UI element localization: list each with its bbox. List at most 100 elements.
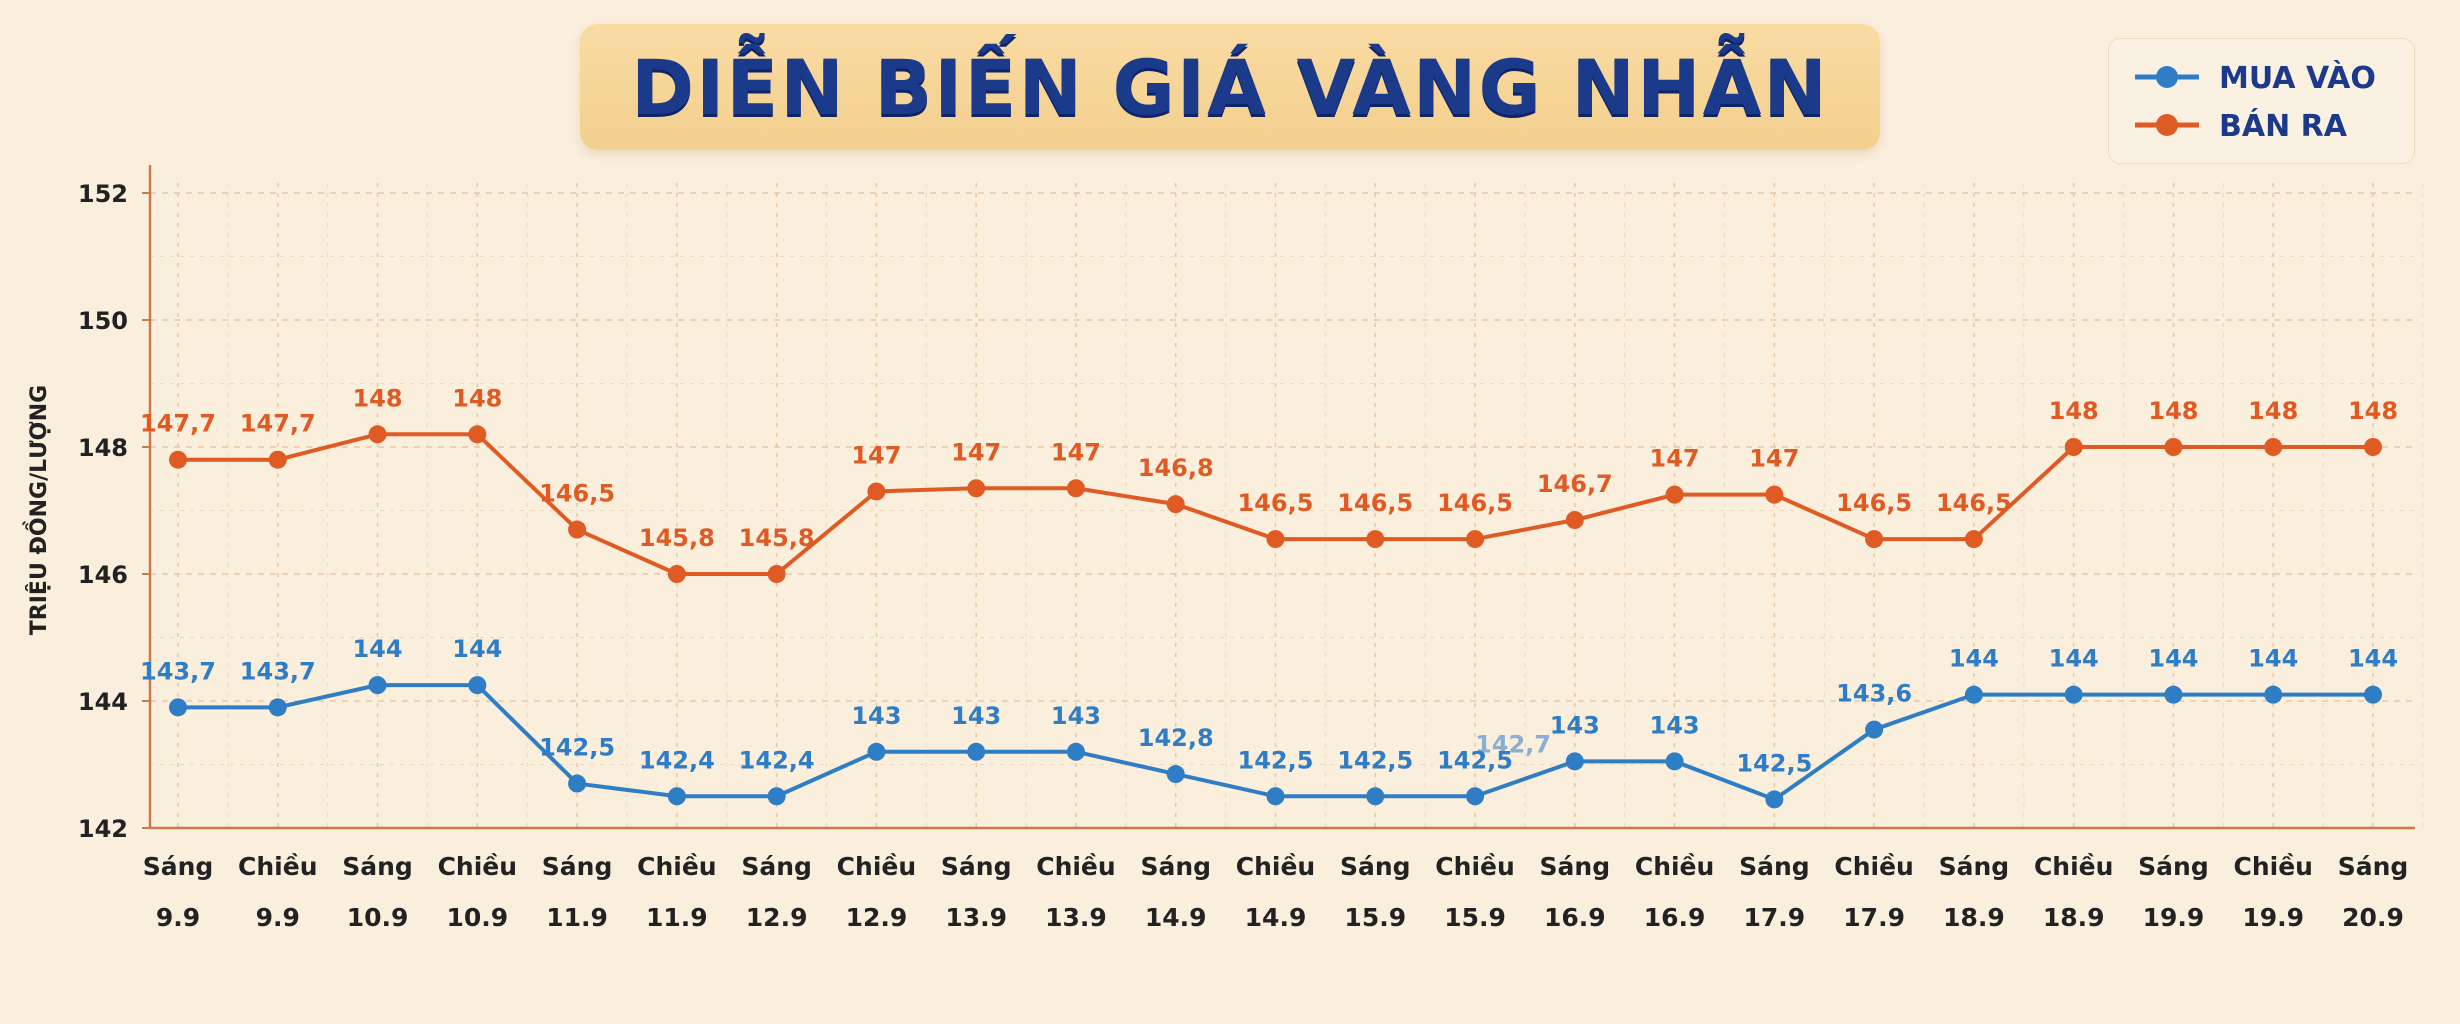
x-tick-label-date: 15.9 <box>1344 903 1406 932</box>
chart-title-banner: DIỄN BIẾN GIÁ VÀNG NHẪN <box>580 24 1880 150</box>
x-tick-label-date: 18.9 <box>1943 903 2005 932</box>
x-tick-label-date: 9.9 <box>156 903 200 932</box>
x-tick-label: Sáng <box>143 852 214 881</box>
y-tick-label: 142 <box>78 815 128 843</box>
x-tick-label: Chiều <box>1036 852 1115 881</box>
data-point-sell <box>1565 511 1584 530</box>
y-tick-label: 150 <box>78 307 128 335</box>
x-tick-label-date: 9.9 <box>256 903 300 932</box>
x-tick-label-date: 10.9 <box>446 903 508 932</box>
data-label-sell: 147 <box>1749 445 1799 473</box>
legend-label-buy: MUA VÀO <box>2219 61 2376 96</box>
data-point-sell <box>2264 438 2283 456</box>
data-point-buy <box>1466 787 1485 806</box>
data-label-buy: 144 <box>1949 645 1999 673</box>
data-point-buy <box>767 787 786 806</box>
data-point-sell <box>1765 485 1784 504</box>
x-tick-label: Chiều <box>438 852 517 881</box>
series-line-buy <box>178 683 2373 802</box>
chart-title: DIỄN BIẾN GIÁ VÀNG NHẪN <box>630 42 1830 132</box>
data-point-buy <box>568 774 587 793</box>
data-label-sell: 146,8 <box>1138 454 1214 482</box>
data-label-buy: 142,4 <box>639 746 715 774</box>
data-point-buy <box>1865 720 1884 739</box>
data-label-sell: 147 <box>1650 445 1700 473</box>
data-label-buy: 143,7 <box>240 657 316 685</box>
data-point-buy <box>169 698 187 717</box>
data-label-sell: 146,5 <box>1437 489 1513 517</box>
data-label-buy: 142,5 <box>539 734 615 762</box>
data-label-buy: 143,6 <box>1836 680 1912 708</box>
data-point-sell <box>568 520 587 539</box>
x-tick-label: Sáng <box>1140 852 1211 881</box>
data-label-sell: 145,8 <box>739 524 815 552</box>
data-point-buy <box>967 742 986 761</box>
data-point-buy <box>1565 752 1584 771</box>
x-tick-label: Chiều <box>2233 852 2312 881</box>
y-tick-label: 146 <box>78 561 128 589</box>
x-tick-label: Sáng <box>741 852 812 881</box>
legend-label-sell: BÁN RA <box>2219 109 2347 144</box>
data-label-buy: 142,5 <box>1238 746 1314 774</box>
data-label-buy: 144 <box>2148 645 2198 673</box>
x-tick-label-date: 12.9 <box>846 903 908 932</box>
x-tick-label: Sáng <box>1340 852 1411 881</box>
data-label-buy: 143 <box>951 702 1001 730</box>
data-label-sell: 147 <box>1051 438 1101 466</box>
data-point-buy <box>1964 685 1983 704</box>
data-point-buy <box>1665 752 1684 771</box>
data-point-sell <box>468 425 487 444</box>
data-point-sell <box>1964 530 1983 549</box>
data-point-sell <box>368 425 387 444</box>
x-tick-label-date: 18.9 <box>2043 903 2105 932</box>
data-label-buy: 143 <box>851 702 901 730</box>
data-label-sell: 148 <box>2049 397 2099 425</box>
data-point-buy <box>2364 685 2382 704</box>
data-label-buy: 143 <box>1051 702 1101 730</box>
data-point-buy <box>2164 685 2183 704</box>
data-point-sell <box>1466 530 1485 549</box>
data-label-buy: 143,7 <box>140 657 216 685</box>
x-tick-label: Chiều <box>238 852 317 881</box>
x-tick-label-date: 13.9 <box>1045 903 1107 932</box>
data-point-sell <box>1266 530 1285 549</box>
x-tick-label: Chiều <box>1635 852 1714 881</box>
data-label-buy: 143 <box>1550 711 1600 739</box>
data-point-buy <box>1166 765 1185 784</box>
x-tick-label: Chiều <box>837 852 916 881</box>
data-point-buy <box>2264 685 2283 704</box>
data-point-sell <box>667 565 686 583</box>
x-tick-label: Chiều <box>1435 852 1514 881</box>
data-point-sell <box>1665 485 1684 504</box>
x-tick-label-date: 19.9 <box>2143 903 2205 932</box>
data-point-sell <box>1066 479 1085 498</box>
data-point-sell <box>867 482 886 501</box>
data-point-buy <box>2064 685 2083 704</box>
x-tick-label: Sáng <box>542 852 613 881</box>
data-point-buy <box>1366 787 1385 806</box>
x-tick-label-date: 16.9 <box>1544 903 1606 932</box>
data-point-buy <box>1066 742 1085 761</box>
data-label-sell: 148 <box>2348 397 2398 425</box>
x-tick-label: Sáng <box>1540 852 1611 881</box>
data-point-sell <box>1865 530 1884 549</box>
x-tick-label-date: 17.9 <box>1843 903 1905 932</box>
x-tick-label-date: 19.9 <box>2242 903 2304 932</box>
data-label-sell: 147,7 <box>140 410 216 438</box>
y-tick-label: 152 <box>78 180 128 208</box>
data-label-buy: 142,5 <box>1437 746 1513 774</box>
data-label-buy-overlap: 142,7 <box>1475 730 1551 758</box>
data-point-sell <box>967 479 986 498</box>
x-tick-label: Chiều <box>1834 852 1913 881</box>
data-label-buy: 144 <box>352 635 402 663</box>
x-tick-label: Sáng <box>1739 852 1810 881</box>
data-point-buy <box>1266 787 1285 806</box>
data-label-buy: 144 <box>2248 645 2298 673</box>
x-tick-label: Sáng <box>2138 852 2209 881</box>
x-tick-label-date: 15.9 <box>1444 903 1506 932</box>
y-axis-title: TRIỆU ĐỒNG/LƯỢNG <box>23 385 52 635</box>
data-point-sell <box>1366 530 1385 549</box>
legend-item-buy: MUA VÀO <box>2131 57 2401 97</box>
data-label-sell: 147 <box>851 441 901 469</box>
